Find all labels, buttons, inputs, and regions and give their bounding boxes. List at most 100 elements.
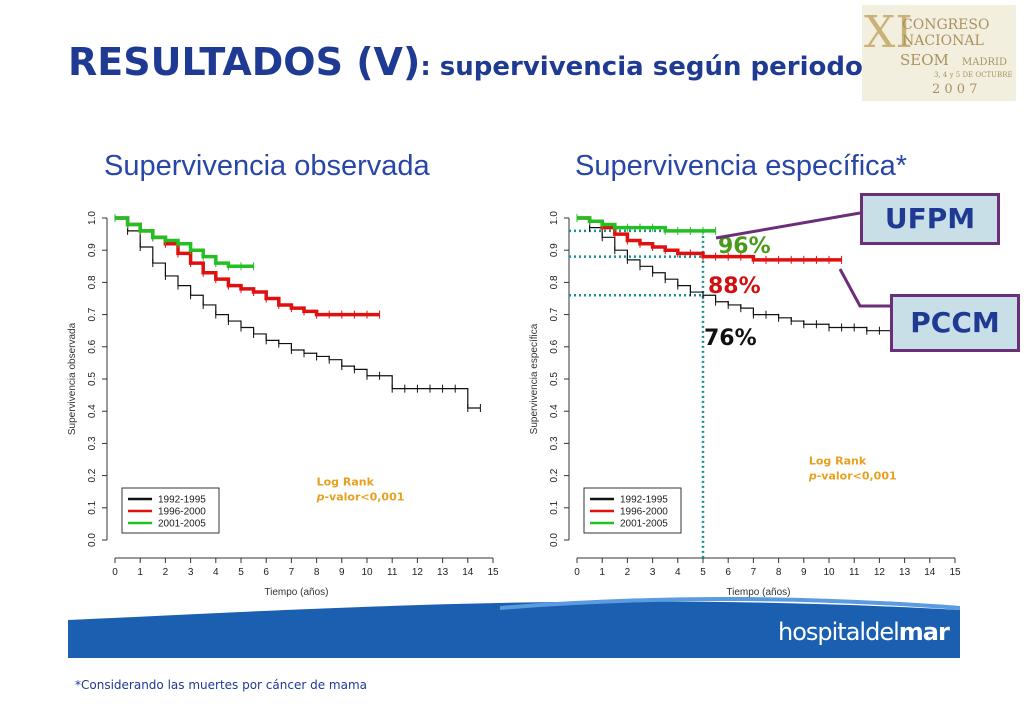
y-tick-label: 0.6 (87, 339, 98, 353)
footnote: *Considerando las muertes por cáncer de … (75, 678, 367, 692)
x-tick-label: 4 (213, 567, 219, 578)
x-axis-label: Tiempo (años) (264, 587, 328, 598)
x-tick-label: 0 (574, 567, 580, 578)
y-tick-label: 0.5 (549, 372, 560, 386)
brand-suffix: mar (898, 618, 950, 646)
series-line-2001-2005 (577, 216, 716, 233)
y-tick-label: 0.5 (87, 372, 98, 386)
x-tick-label: 5 (238, 567, 244, 578)
x-tick-label: 7 (751, 567, 757, 578)
logrank-pvalue: p-valor<0,001 (808, 469, 897, 482)
chart-specific: 0.00.10.20.30.40.50.60.70.80.91.00 1 2 3 4 5 6… (529, 211, 961, 598)
x-axis-label: Tiempo (años) (726, 587, 790, 598)
title-sub: : supervivencia según periodo (420, 52, 863, 82)
logrank-rest: -valor<0,001 (817, 469, 897, 482)
legend-label: 2001-2005 (620, 519, 668, 530)
y-tick-label: 0.4 (87, 404, 98, 418)
y-tick-label: 0.8 (549, 275, 560, 289)
x-tick-label: 2 (625, 567, 631, 578)
brand-prefix: hospitaldel (778, 618, 900, 646)
y-tick-label: 0.3 (549, 436, 560, 450)
x-tick-label: 10 (823, 567, 835, 578)
x-tick-label: 13 (437, 567, 449, 578)
x-tick-label: 7 (289, 567, 295, 578)
logrank-p: p (808, 469, 817, 482)
x-tick-label: 10 (361, 567, 373, 578)
x-tick-label: 4 (675, 567, 681, 578)
x-tick-label: 12 (874, 567, 886, 578)
y-tick-label: 0.1 (87, 500, 98, 514)
ufpm-box: UFPM (860, 193, 1000, 245)
y-tick-label: 0.2 (549, 468, 560, 482)
logrank-title: Log Rank (317, 475, 375, 488)
title-main: RESULTADOS (V) (68, 40, 421, 84)
legend-label: 1996-2000 (158, 507, 206, 518)
x-tick-label: 0 (112, 567, 118, 578)
x-tick-label: 5 (700, 567, 706, 578)
y-tick-label: 0.4 (549, 404, 560, 418)
x-tick-label: 6 (725, 567, 731, 578)
logo-year: 2 0 0 7 (932, 82, 977, 97)
x-tick-label: 1 (137, 567, 143, 578)
logo-line2: NACIONAL (902, 33, 984, 49)
logo-city: MADRID (962, 57, 1007, 68)
y-tick-label: 0.7 (549, 307, 560, 321)
legend-label: 1992-1995 (620, 495, 668, 506)
x-tick-label: 14 (924, 567, 936, 578)
y-tick-label: 0.1 (549, 500, 560, 514)
logo-dates: 3, 4 y 5 DE OCTUBRE (934, 71, 1013, 79)
x-tick-label: 8 (314, 567, 320, 578)
slide-title: RESULTADOS (V): supervivencia según peri… (68, 40, 863, 84)
logo-roman: XI (864, 7, 913, 58)
y-tick-label: 0.2 (87, 468, 98, 482)
pct-black-label: 76% (704, 326, 757, 351)
x-tick-label: 12 (412, 567, 424, 578)
logrank-title: Log Rank (809, 454, 867, 467)
logo-line1: CONGRESO (902, 17, 989, 33)
pct-ufpm-label: 96% (718, 234, 771, 259)
y-axis-label: Supervivencia observada (67, 322, 78, 435)
y-tick-label: 0.6 (549, 339, 560, 353)
hospital-logo: hospitaldelmar (778, 618, 950, 646)
legend-label: 1992-1995 (158, 495, 206, 506)
logo-line3: SEOM (900, 51, 949, 69)
x-tick-label: 6 (263, 567, 269, 578)
x-tick-label: 15 (487, 567, 499, 578)
congress-logo: XI CONGRESO NACIONAL SEOM MADRID 3, 4 y … (862, 5, 1016, 101)
y-tick-label: 0.9 (87, 243, 98, 257)
x-tick-label: 13 (899, 567, 911, 578)
y-tick-label: 0.9 (549, 243, 560, 257)
x-tick-label: 2 (163, 567, 169, 578)
y-tick-label: 1.0 (549, 211, 560, 225)
x-tick-label: 11 (849, 567, 860, 578)
chart-1-title: Supervivencia observada (104, 150, 430, 182)
y-tick-label: 1.0 (87, 211, 98, 225)
x-tick-label: 14 (462, 567, 474, 578)
y-axis-label: Supervivencia específica (529, 323, 540, 434)
x-tick-label: 3 (188, 567, 194, 578)
y-tick-label: 0.8 (87, 275, 98, 289)
chart-observed: 0.00.10.20.30.40.50.60.70.80.91.00 1 2 3 4 5 6… (67, 211, 499, 598)
x-tick-label: 9 (801, 567, 807, 578)
legend-label: 2001-2005 (158, 519, 206, 530)
y-tick-label: 0.0 (87, 533, 98, 547)
logrank-rest: -valor<0,001 (324, 490, 404, 503)
y-tick-label: 0.3 (87, 436, 98, 450)
pccm-connector (838, 268, 890, 308)
logrank-pvalue: p-valor<0,001 (316, 490, 405, 503)
pccm-box: PCCM (890, 294, 1020, 352)
x-tick-label: 9 (339, 567, 345, 578)
x-tick-label: 8 (776, 567, 782, 578)
legend-label: 1996-2000 (620, 507, 668, 518)
x-tick-label: 1 (599, 567, 605, 578)
pct-pccm-label: 88% (708, 274, 761, 299)
chart-2-title: Supervivencia específica* (575, 150, 908, 182)
x-tick-label: 15 (949, 567, 961, 578)
ufpm-connector (715, 211, 861, 240)
y-tick-label: 0.7 (87, 307, 98, 321)
logrank-p: p (316, 490, 325, 503)
footer-band (68, 597, 960, 658)
x-tick-label: 11 (387, 567, 398, 578)
x-tick-label: 3 (650, 567, 656, 578)
